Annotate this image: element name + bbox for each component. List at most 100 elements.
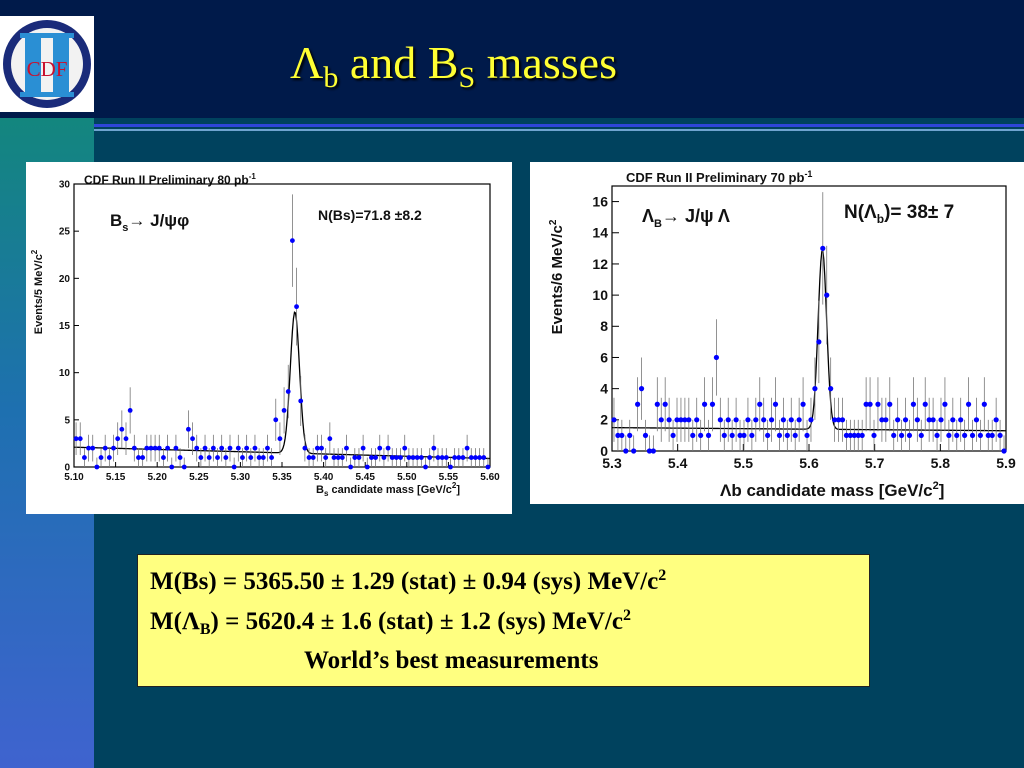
lb-data-point bbox=[619, 432, 625, 439]
bs-ylabel: Events/5 MeV/c bbox=[33, 254, 45, 334]
lb-ytick-label: 0 bbox=[600, 443, 608, 459]
bs-data-point bbox=[456, 455, 462, 460]
lb-data-point bbox=[1001, 448, 1007, 454]
bs-data-point bbox=[352, 455, 358, 460]
lb-data-point bbox=[965, 401, 972, 407]
bs-data-point bbox=[123, 436, 129, 442]
header-rule bbox=[94, 124, 1024, 127]
lb-data-point bbox=[733, 417, 739, 423]
lb-data-point bbox=[623, 448, 629, 454]
lb-data-point bbox=[973, 417, 980, 423]
bs-data-point bbox=[177, 455, 183, 460]
svg-text:Λb candidate mass [GeV/c2]: Λb candidate mass [GeV/c2] bbox=[720, 480, 944, 500]
lb-data-point bbox=[843, 432, 850, 439]
bs-data-point bbox=[111, 445, 116, 451]
lb-data-point bbox=[658, 417, 664, 423]
lb-plot-header-sup: -1 bbox=[804, 169, 812, 179]
lb-data-point bbox=[981, 401, 987, 407]
bs-data-point bbox=[381, 455, 387, 460]
lb-data-point bbox=[977, 432, 983, 439]
lb-data-point bbox=[627, 432, 633, 439]
bs-data-point bbox=[106, 455, 112, 460]
bs-decay-label: B bbox=[110, 211, 122, 230]
lb-xtick-label: 5.9 bbox=[996, 455, 1016, 471]
lb-data-point bbox=[895, 417, 901, 423]
lb-data-point bbox=[761, 417, 767, 423]
bs-xtick-label: 5.15 bbox=[106, 472, 126, 483]
bs-data-point bbox=[194, 445, 200, 451]
bs-data-point bbox=[148, 445, 154, 451]
bs-data-point bbox=[248, 455, 254, 460]
header-rule-light bbox=[94, 129, 1024, 131]
bs-fit-curve bbox=[73, 311, 491, 460]
bs-data-point bbox=[90, 445, 96, 451]
bs-xtick-label: 5.10 bbox=[64, 472, 84, 483]
bs-xtick-label: 5.50 bbox=[397, 472, 417, 483]
svg-text:Bs→ J/ψφ: Bs→ J/ψφ bbox=[110, 211, 189, 234]
bs-mass-result-sup: 2 bbox=[658, 567, 667, 584]
lb-data-point bbox=[749, 432, 755, 439]
lb-data-point bbox=[670, 432, 676, 439]
bs-xtick-label: 5.30 bbox=[231, 472, 251, 483]
bs-data-point bbox=[364, 464, 370, 470]
lb-data-point bbox=[985, 432, 991, 439]
lb-xtick-label: 5.7 bbox=[865, 455, 885, 471]
bs-plot-header-sup: -1 bbox=[249, 172, 257, 181]
bs-data-point bbox=[452, 455, 458, 460]
bs-xtick-label: 5.40 bbox=[314, 472, 334, 483]
lb-data-point bbox=[701, 401, 708, 407]
lb-data-point bbox=[753, 417, 759, 423]
bs-data-point bbox=[348, 464, 354, 470]
lb-xtick-label: 5.6 bbox=[799, 455, 819, 471]
bs-data-point bbox=[165, 445, 171, 451]
bs-data-point bbox=[244, 445, 250, 451]
lb-data-point bbox=[666, 417, 672, 423]
bs-data-point bbox=[227, 445, 233, 451]
lb-data-point bbox=[855, 432, 861, 439]
bs-xtick-label: 5.55 bbox=[439, 472, 459, 483]
bs-data-point bbox=[77, 436, 83, 442]
bs-data-point bbox=[323, 455, 329, 460]
lb-data-point bbox=[686, 417, 692, 423]
bs-data-point bbox=[119, 426, 125, 432]
bs-xtick-label: 5.45 bbox=[355, 472, 375, 483]
bs-data-point bbox=[327, 436, 333, 442]
bs-data-point bbox=[464, 445, 470, 451]
bs-xtick-label: 5.60 bbox=[480, 472, 500, 483]
lb-decay-label-rest: → J/ψ Λ bbox=[662, 206, 730, 226]
lb-data-point bbox=[642, 432, 649, 439]
lb-data-point bbox=[678, 417, 684, 423]
lb-data-point bbox=[930, 417, 936, 423]
lb-data-point bbox=[725, 417, 731, 423]
title-lambda: Λ bbox=[290, 37, 324, 88]
bs-plot-area: 5.10 5.15 5.20 5.25 5.30 5.35 5.40 5.45 5.50 5.55… bbox=[59, 180, 500, 484]
lb-data-point bbox=[969, 432, 976, 439]
bs-data-point bbox=[377, 445, 383, 451]
bs-data-point bbox=[389, 455, 395, 460]
bs-ytick-label: 5 bbox=[64, 415, 70, 426]
worlds-best-caption: World’s best measurements bbox=[304, 647, 599, 674]
results-box: M(Bs) = 5365.50 ± 1.29 (stat) ± 0.94 (sy… bbox=[137, 554, 870, 687]
lb-data-point bbox=[694, 417, 700, 423]
bs-decay-label-rest: → J/ψφ bbox=[128, 211, 189, 230]
bs-data-point bbox=[161, 455, 166, 460]
lb-data-point bbox=[918, 432, 924, 439]
svg-text:Bs candidate mass [GeV/c2]: Bs candidate mass [GeV/c2] bbox=[316, 481, 460, 498]
bs-data-point bbox=[198, 455, 204, 460]
lb-yield-label-sub: b bbox=[877, 212, 884, 226]
bs-data-point bbox=[402, 445, 408, 451]
bs-xtick-label: 5.35 bbox=[272, 472, 292, 483]
bs-data-point bbox=[173, 445, 179, 451]
svg-text:ΛB→ J/ψ Λ: ΛB→ J/ψ Λ bbox=[642, 206, 730, 230]
bs-data-point bbox=[94, 464, 100, 470]
lb-data-point bbox=[638, 386, 645, 392]
bs-data-point bbox=[231, 464, 237, 470]
header-band bbox=[0, 0, 1024, 118]
lb-xtick-label: 5.4 bbox=[668, 455, 688, 471]
bs-xtick-label: 5.20 bbox=[147, 472, 167, 483]
bs-data-point bbox=[373, 455, 378, 460]
bs-data-point bbox=[269, 455, 274, 460]
bs-data-point bbox=[331, 455, 337, 460]
lb-data-point bbox=[674, 417, 680, 423]
lb-yield-label: N(Λ bbox=[844, 202, 877, 223]
